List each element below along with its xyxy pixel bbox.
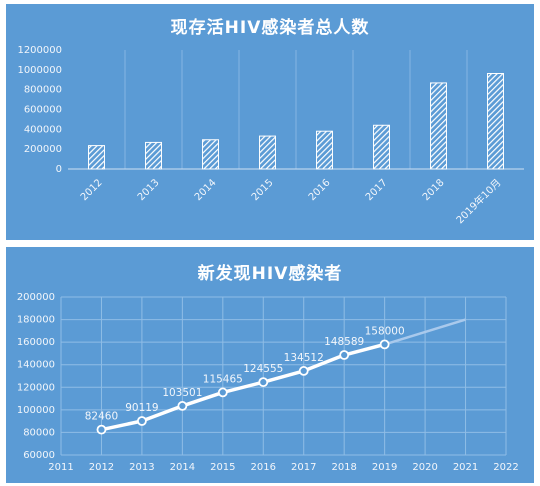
x-tick-label: 2019年10月 xyxy=(453,176,503,226)
data-point xyxy=(339,350,350,360)
x-tick-label: 2022 xyxy=(493,462,518,473)
x-tick-label: 2017 xyxy=(364,177,390,203)
x-tick-label: 2016 xyxy=(307,177,333,203)
y-tick-label: 0 xyxy=(56,164,62,175)
x-tick-label: 2020 xyxy=(412,462,437,473)
bar xyxy=(316,130,333,170)
bar xyxy=(88,145,105,170)
y-tick-label: 60000 xyxy=(23,450,55,461)
x-tick-label: 2011 xyxy=(48,462,73,473)
data-point xyxy=(258,377,269,388)
data-point xyxy=(379,339,390,350)
y-tick-label: 80000 xyxy=(23,427,55,438)
x-tick-label: 2019 xyxy=(372,462,397,473)
data-label: 90119 xyxy=(125,402,158,414)
bar xyxy=(373,124,390,170)
bar xyxy=(487,73,504,170)
x-tick-label: 2014 xyxy=(193,177,219,203)
total-hiv-chart-panel: 现存活HIV感染者总人数 0 200000 400000 600000 800000 10… xyxy=(6,4,534,240)
x-tick-label: 2017 xyxy=(291,462,316,473)
y-tick-label: 120000 xyxy=(17,382,55,393)
data-label: 158000 xyxy=(365,325,405,337)
new-hiv-chart-panel: 新发现HIV感染者 60000 80000 100000 120000 140000 16… xyxy=(6,247,534,483)
y-tick-label: 200000 xyxy=(24,144,62,155)
bar xyxy=(145,141,162,170)
y-tick-label: 160000 xyxy=(17,337,55,348)
x-tick-label: 2016 xyxy=(251,462,276,473)
x-tick-label: 2014 xyxy=(170,462,195,473)
x-tick-label: 2021 xyxy=(453,462,478,473)
bar xyxy=(259,135,276,170)
data-label: 134512 xyxy=(284,352,324,364)
series-line xyxy=(101,342,386,432)
x-tick-label: 2013 xyxy=(136,177,162,203)
data-label: 124555 xyxy=(243,363,283,375)
bar xyxy=(202,139,219,170)
data-point xyxy=(177,401,188,411)
x-tick-label: 2018 xyxy=(331,462,356,473)
y-tick-label: 140000 xyxy=(17,360,55,371)
chart-title: 新发现HIV感染者 xyxy=(197,264,343,284)
x-tick-label: 2015 xyxy=(210,462,235,473)
data-label: 82460 xyxy=(85,411,118,423)
y-tick-label: 200000 xyxy=(17,292,55,303)
y-tick-label: 600000 xyxy=(24,105,62,116)
x-tick-label: 2013 xyxy=(129,462,154,473)
data-label: 148589 xyxy=(324,336,364,348)
x-tick-label: 2012 xyxy=(79,177,105,203)
y-tick-label: 100000 xyxy=(17,405,55,416)
x-tick-label: 2018 xyxy=(421,177,447,203)
y-tick-label: 180000 xyxy=(17,315,55,326)
y-tick-label: 1200000 xyxy=(17,45,62,56)
bar-chart: 0 200000 400000 600000 800000 1000000 1200000 2… xyxy=(17,45,524,226)
chart-title: 现存活HIV感染者总人数 xyxy=(170,18,370,38)
x-tick-label: 2015 xyxy=(250,177,276,203)
data-label: 115465 xyxy=(203,373,243,385)
data-point xyxy=(137,416,147,426)
y-tick-label: 1000000 xyxy=(17,65,62,76)
data-point xyxy=(96,424,107,435)
y-tick-label: 800000 xyxy=(24,85,62,96)
data-point xyxy=(217,387,228,398)
line-chart: 60000 80000 100000 120000 140000 160000 180000… xyxy=(17,292,519,473)
x-tick-label: 2012 xyxy=(89,462,114,473)
data-point xyxy=(298,366,309,376)
data-label: 103501 xyxy=(162,387,202,399)
trend-line xyxy=(384,318,466,346)
bar xyxy=(430,82,447,170)
y-tick-label: 400000 xyxy=(24,124,62,135)
